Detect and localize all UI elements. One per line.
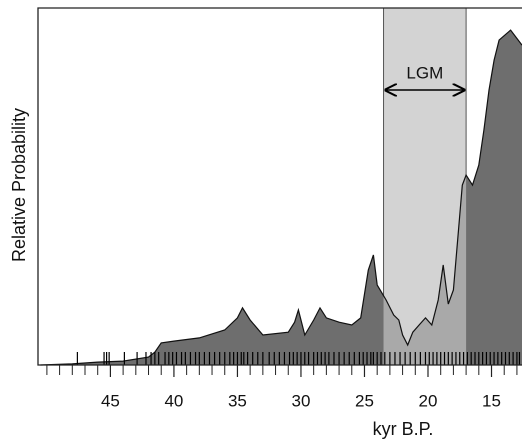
x-tick-label: 25 (355, 391, 374, 410)
area-in-band (383, 175, 467, 365)
x-tick-label: 15 (482, 391, 501, 410)
shaded-region-label: LGM (406, 63, 443, 82)
y-axis-label: Relative Probability (9, 108, 29, 262)
area-outline (40, 29, 522, 366)
axes-frame (37, 7, 522, 366)
x-tick-label: 35 (228, 391, 247, 410)
x-axis-label: kyr B.P. (373, 419, 434, 439)
area (40, 30, 522, 365)
x-tick-label: 20 (419, 391, 438, 410)
x-tick-label: 30 (291, 391, 310, 410)
x-tick-label: 45 (101, 391, 120, 410)
x-tick-label: 40 (164, 391, 183, 410)
